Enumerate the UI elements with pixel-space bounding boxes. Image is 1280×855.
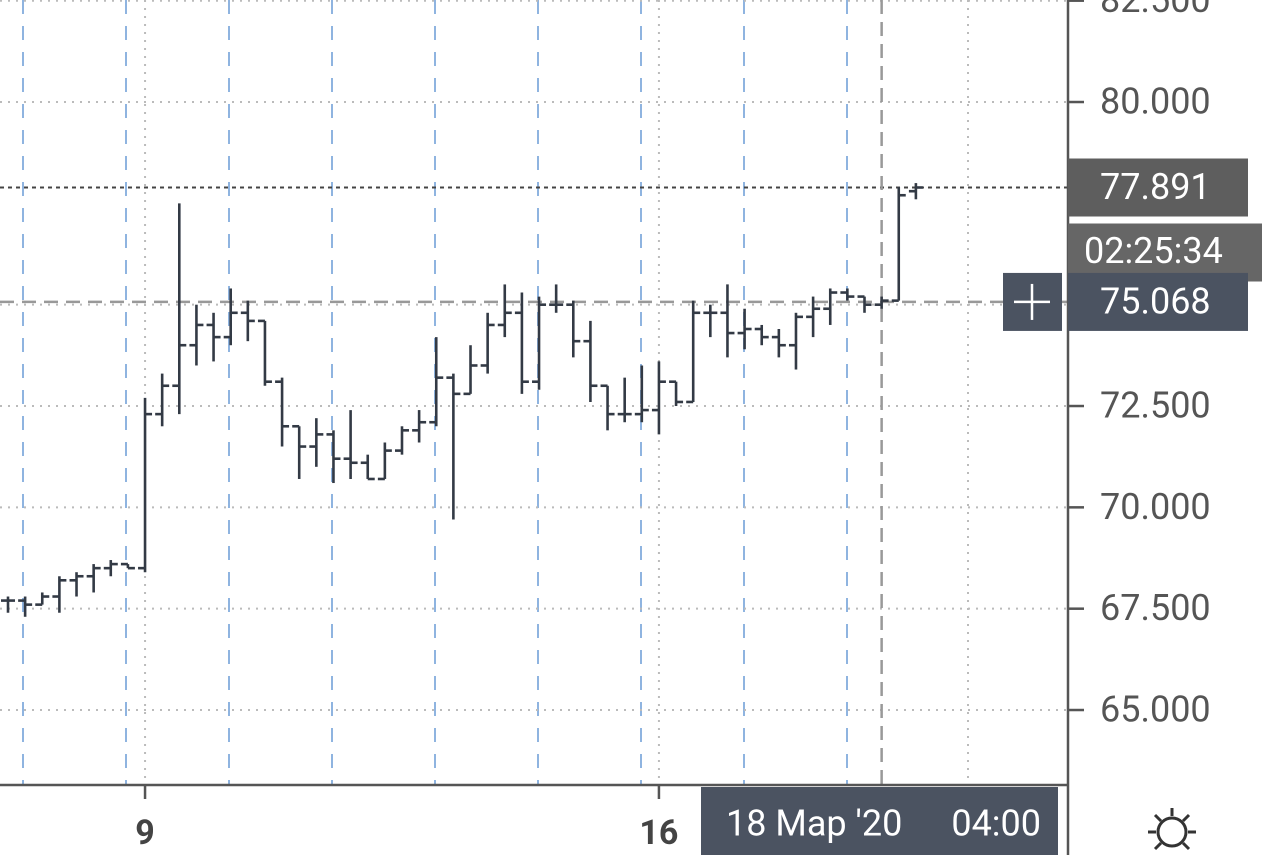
y-tick-label: 82.500	[1100, 0, 1211, 21]
last-price-label: 77.891	[1100, 166, 1211, 208]
crosshair-time: 04:00	[951, 803, 1041, 845]
last-price-box	[1068, 158, 1248, 217]
crosshair-price-label: 75.068	[1100, 280, 1211, 322]
labels-layer: 65.00067.50070.00072.50075.00080.00082.5…	[135, 0, 1262, 855]
settings-icon-circle	[1156, 816, 1188, 848]
grid-layer	[0, 0, 1068, 785]
x-tick-label: 9	[135, 813, 155, 853]
y-tick-label: 67.500	[1100, 587, 1211, 629]
icon-ray	[1153, 813, 1163, 823]
icon-ray	[1181, 841, 1191, 851]
crosshair-price-box	[1068, 272, 1248, 331]
icon-ray	[1181, 813, 1191, 823]
y-tick-label: 72.500	[1100, 385, 1211, 427]
y-tick-label: 80.000	[1100, 81, 1211, 123]
y-tick-label: 65.000	[1100, 689, 1211, 731]
x-tick-label: 16	[639, 813, 678, 853]
countdown-box	[1068, 223, 1262, 282]
settings-icon[interactable]	[1148, 808, 1196, 851]
crosshair-date: 18 Map '20	[726, 803, 902, 845]
y-tick-label: 70.000	[1100, 486, 1211, 528]
marks-layer	[1, 183, 923, 617]
countdown: 02:25:34	[1084, 230, 1223, 272]
crosshair-time-box	[701, 787, 1058, 855]
crosshair-add-button[interactable]	[1003, 272, 1062, 331]
icon-ray	[1153, 841, 1163, 851]
